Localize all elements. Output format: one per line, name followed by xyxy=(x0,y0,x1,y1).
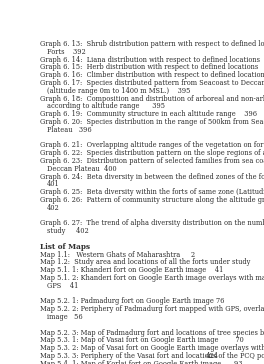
Text: Graph 6. 23:  Distribution pattern of selected families from sea coast to edge o: Graph 6. 23: Distribution pattern of sel… xyxy=(40,157,264,165)
Text: Forts    392: Forts 392 xyxy=(47,48,86,56)
Text: Plateau   396: Plateau 396 xyxy=(47,126,92,134)
Text: Map 5.3. 3: Periphery of the Vasai fort and locations of the PCQ points     88: Map 5.3. 3: Periphery of the Vasai fort … xyxy=(40,352,264,360)
Text: Deccan Plateau  400: Deccan Plateau 400 xyxy=(47,165,117,173)
Text: 401: 401 xyxy=(47,181,60,189)
Text: Graph 6. 17:  Species distributed pattern from Seacoast to Deccan plateau: Graph 6. 17: Species distributed pattern… xyxy=(40,79,264,87)
Text: 424: 424 xyxy=(206,352,219,360)
Text: Graph 6. 14:  Liana distribution with respect to defined locations    392: Graph 6. 14: Liana distribution with res… xyxy=(40,56,264,64)
Text: List of Maps: List of Maps xyxy=(40,243,90,251)
Text: Map 5.2. 1: Padmadurg fort on Google Earth image 76: Map 5.2. 1: Padmadurg fort on Google Ear… xyxy=(40,297,224,305)
Text: Map 1.2:  Study area and locations of all the forts under study: Map 1.2: Study area and locations of all… xyxy=(40,258,250,266)
Text: Graph 6. 13:  Shrub distribution pattern with respect to defined locations on al: Graph 6. 13: Shrub distribution pattern … xyxy=(40,40,264,48)
Text: Graph 6. 22:  Species distribution pattern on the slope regions of all forts    : Graph 6. 22: Species distribution patter… xyxy=(40,149,264,157)
Text: image   56: image 56 xyxy=(47,313,83,321)
Text: Map 5.3. 1: Map of Vasai fort on Google Earth image        70: Map 5.3. 1: Map of Vasai fort on Google … xyxy=(40,336,244,344)
Text: Graph 6. 25:  Beta diversity within the forts of same zone (Latitudinal)      40: Graph 6. 25: Beta diversity within the f… xyxy=(40,188,264,196)
Text: GPS    41: GPS 41 xyxy=(47,282,78,290)
Text: Graph 6. 27:  The trend of alpha diversity distribution on the number of forts u: Graph 6. 27: The trend of alpha diversit… xyxy=(40,219,264,228)
Text: Graph 6. 18:  Composition and distribution of arboreal and non-arboreal vegetati: Graph 6. 18: Composition and distributio… xyxy=(40,95,264,103)
Text: according to altitude range      395: according to altitude range 395 xyxy=(47,102,165,110)
Text: 402: 402 xyxy=(47,204,60,212)
Text: Map 5.1. 2: Khanderi fort on Google Earth image overlays with mapped periphery b: Map 5.1. 2: Khanderi fort on Google Eart… xyxy=(40,274,264,282)
Text: Graph 6. 26:  Pattern of community structure along the altitude gradient (Longit: Graph 6. 26: Pattern of community struct… xyxy=(40,196,264,204)
Text: Map 5.1. 1: Khanderi fort on Google Earth image    41: Map 5.1. 1: Khanderi fort on Google Eart… xyxy=(40,266,223,274)
Text: Graph 6. 24:  Beta diversity in between the defined zones of the forts (Longitud: Graph 6. 24: Beta diversity in between t… xyxy=(40,173,264,181)
Text: Map 5.4. 1: Map of Korlai fort on Google Earth image      93: Map 5.4. 1: Map of Korlai fort on Google… xyxy=(40,360,243,364)
Text: Graph 6. 20:  Species distribution in the range of 500km from Seacoast to Deccan: Graph 6. 20: Species distribution in the… xyxy=(40,118,264,126)
Text: Map 5.3. 2: Map of Vasai fort on Google Earth image overlays with GPS data     7: Map 5.3. 2: Map of Vasai fort on Google … xyxy=(40,344,264,352)
Text: Graph 6. 15:  Herb distribution with respect to defined locations    393: Graph 6. 15: Herb distribution with resp… xyxy=(40,63,264,71)
Text: Graph 6. 16:  Climber distribution with respect to defined locations on all the : Graph 6. 16: Climber distribution with r… xyxy=(40,71,264,79)
Text: study     402: study 402 xyxy=(47,227,89,235)
Text: Map 5.2. 2: Periphery of Padmadurg fort mapped with GPS, overlays on Google Eart: Map 5.2. 2: Periphery of Padmadurg fort … xyxy=(40,305,264,313)
Text: Map 5.2. 3: Map of Padmadurg fort and locations of tree species by GPS   66: Map 5.2. 3: Map of Padmadurg fort and lo… xyxy=(40,329,264,337)
Text: Graph 6. 21:  Overlapping altitude ranges of the vegetation on forts        396: Graph 6. 21: Overlapping altitude ranges… xyxy=(40,141,264,149)
Text: Map 1.1:   Western Ghats of Maharashtra     2: Map 1.1: Western Ghats of Maharashtra 2 xyxy=(40,250,195,258)
Text: (altitude range 0m to 1400 m MSL.)    395: (altitude range 0m to 1400 m MSL.) 395 xyxy=(47,87,190,95)
Text: Graph 6. 19:  Community structure in each altitude range    396: Graph 6. 19: Community structure in each… xyxy=(40,110,257,118)
